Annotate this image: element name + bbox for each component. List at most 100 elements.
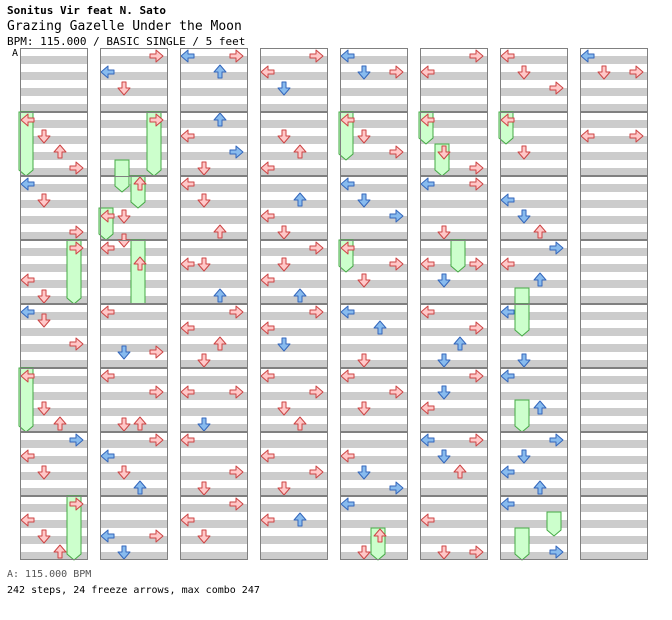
- right-arrow-icon: [549, 433, 564, 447]
- beat-band: [420, 456, 488, 464]
- beat-band: [580, 424, 648, 432]
- beat-band: [20, 392, 88, 400]
- right-arrow-icon: [149, 49, 164, 63]
- beat-band: [500, 56, 568, 64]
- left-arrow-icon: [260, 273, 275, 287]
- measure: [500, 304, 568, 368]
- beat-band: [100, 88, 168, 96]
- right-arrow-icon: [69, 241, 84, 255]
- measure: [260, 112, 328, 176]
- beat-band: [580, 360, 648, 368]
- beat-band: [420, 120, 488, 128]
- beat-band: [20, 136, 88, 144]
- down-arrow-icon: [277, 225, 291, 240]
- up-arrow-icon: [293, 144, 307, 159]
- right-arrow-icon: [389, 209, 404, 223]
- beat-band: [20, 456, 88, 464]
- beat-band: [500, 488, 568, 496]
- right-arrow-icon: [469, 161, 484, 175]
- beat-band: [20, 56, 88, 64]
- right-arrow-icon: [229, 465, 244, 479]
- beat-band: [180, 296, 248, 304]
- beat-band: [420, 392, 488, 400]
- beat-band: [340, 280, 408, 288]
- measure: [580, 176, 648, 240]
- right-arrow-icon: [69, 497, 84, 511]
- down-arrow-icon: [357, 353, 371, 368]
- beat-band: [420, 280, 488, 288]
- beat-band: [260, 200, 328, 208]
- left-arrow-icon: [260, 513, 275, 527]
- measure-border: [340, 432, 408, 496]
- beat-band: [180, 472, 248, 480]
- left-arrow-icon: [180, 177, 195, 191]
- left-arrow-icon: [20, 513, 35, 527]
- beat-band: [420, 152, 488, 160]
- beat-band: [260, 424, 328, 432]
- up-arrow-icon: [533, 400, 547, 415]
- beat-band: [20, 440, 88, 448]
- beat-band: [420, 312, 488, 320]
- beat-band: [180, 56, 248, 64]
- measure-border: [420, 496, 488, 560]
- beat-band: [580, 280, 648, 288]
- beat-band: [100, 168, 168, 176]
- up-arrow-icon: [293, 192, 307, 207]
- down-arrow-icon: [37, 313, 51, 328]
- measure-border: [260, 176, 328, 240]
- measure: [100, 304, 168, 368]
- beat-band: [180, 344, 248, 352]
- beat-band: [180, 136, 248, 144]
- left-arrow-icon: [180, 513, 195, 527]
- beat-band: [20, 280, 88, 288]
- down-arrow-icon: [517, 353, 531, 368]
- measure: [420, 304, 488, 368]
- beat-band: [420, 88, 488, 96]
- beat-band: [340, 472, 408, 480]
- measure-border: [580, 112, 648, 176]
- beat-band: [260, 136, 328, 144]
- beat-band: [180, 248, 248, 256]
- beat-band: [580, 472, 648, 480]
- beat-band: [260, 88, 328, 96]
- beat-band: [420, 72, 488, 80]
- down-arrow-icon: [117, 465, 131, 480]
- measure-border: [180, 48, 248, 112]
- beat-band: [20, 552, 88, 560]
- up-arrow-icon: [373, 320, 387, 335]
- beat-band: [340, 232, 408, 240]
- beat-band: [580, 328, 648, 336]
- beat-band: [580, 152, 648, 160]
- beat-band: [100, 456, 168, 464]
- measure-border: [420, 304, 488, 368]
- down-arrow-icon: [37, 401, 51, 416]
- up-arrow-icon: [213, 288, 227, 303]
- beat-band: [580, 104, 648, 112]
- right-arrow-icon: [469, 545, 484, 559]
- beat-band: [420, 232, 488, 240]
- measure-border: [420, 48, 488, 112]
- up-arrow-icon: [213, 336, 227, 351]
- right-arrow-icon: [149, 433, 164, 447]
- down-arrow-icon: [197, 257, 211, 272]
- beat-band: [420, 104, 488, 112]
- beat-band: [580, 216, 648, 224]
- down-arrow-icon: [197, 529, 211, 544]
- beat-band: [260, 504, 328, 512]
- measure: [260, 48, 328, 112]
- left-arrow-icon: [100, 449, 115, 463]
- up-arrow-icon: [133, 416, 147, 431]
- beat-band: [180, 440, 248, 448]
- beat-band: [180, 392, 248, 400]
- beat-band: [260, 120, 328, 128]
- chart-stats: 242 steps, 24 freeze arrows, max combo 2…: [7, 585, 260, 596]
- measure-border: [20, 112, 88, 176]
- down-arrow-icon: [197, 193, 211, 208]
- measure-border: [340, 496, 408, 560]
- left-arrow-icon: [340, 177, 355, 191]
- beat-band: [580, 376, 648, 384]
- measure-border: [20, 48, 88, 112]
- down-arrow-icon: [117, 209, 131, 224]
- measure-border: [500, 48, 568, 112]
